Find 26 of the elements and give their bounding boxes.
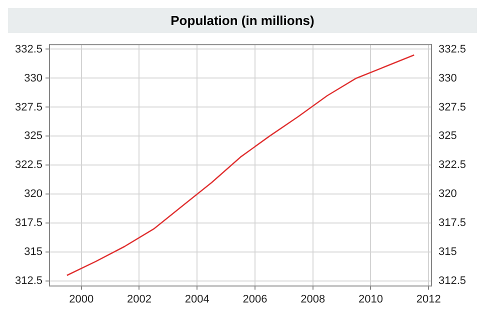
y-tick-label: 320 (24, 188, 43, 200)
x-tick-label: 2004 (184, 293, 210, 306)
y2-tick-label: 332.5 (438, 43, 466, 56)
chart-title: Population (in millions) (8, 8, 477, 33)
y-tick-label: 317.5 (14, 217, 43, 230)
y2-tick-label: 320 (438, 188, 457, 200)
y-tick-label: 327.5 (14, 101, 43, 114)
x-tick-label: 2012 (416, 293, 441, 306)
y-tick-label: 330 (24, 72, 43, 84)
y-tick-label: 322.5 (14, 159, 43, 172)
x-tick-label: 2000 (69, 293, 94, 306)
y2-tick-label: 330 (438, 72, 457, 84)
y2-tick-label: 315 (438, 246, 457, 258)
y-tick-label: 332.5 (14, 43, 43, 56)
y2-tick-label: 317.5 (438, 217, 466, 230)
y-tick-label: 312.5 (14, 275, 43, 288)
y-tick-label: 325 (24, 130, 43, 142)
x-tick-label: 2002 (126, 293, 152, 306)
y2-tick-label: 325 (438, 130, 457, 142)
y2-tick-label: 322.5 (438, 159, 466, 172)
x-tick-label: 2006 (242, 293, 268, 306)
y2-tick-label: 312.5 (438, 275, 466, 288)
x-tick-label: 2010 (358, 293, 383, 306)
x-tick-label: 2008 (300, 293, 326, 306)
y-tick-label: 315 (24, 246, 43, 258)
y2-tick-label: 327.5 (438, 101, 466, 114)
